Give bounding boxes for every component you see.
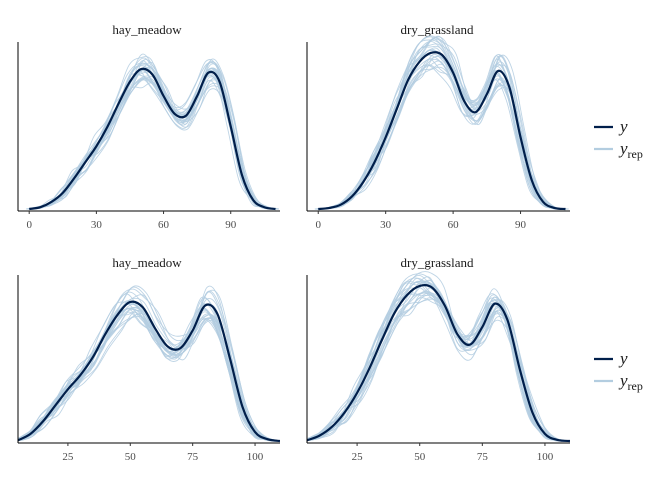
- legend: y yrep: [594, 117, 643, 161]
- y-line: [18, 300, 280, 443]
- legend-label-y-rep: yrep: [618, 371, 643, 393]
- legend-label-y-rep: yrep: [618, 139, 643, 161]
- yrep-line: [20, 285, 280, 442]
- x-tick-label: 100: [247, 451, 264, 463]
- y-line: [29, 67, 276, 211]
- panel-bottom-right: dry_grassland 25 50 75 100: [306, 255, 570, 463]
- yrep-line: [18, 293, 277, 442]
- x-tick-label: 30: [380, 219, 392, 231]
- plot-area: [18, 285, 280, 443]
- facet-title: dry_grassland: [401, 22, 474, 37]
- x-tick-label: 75: [477, 451, 489, 463]
- yrep-line: [318, 66, 567, 210]
- x-tick-label: 25: [62, 451, 74, 463]
- legend-label-y: y: [618, 349, 628, 368]
- x-tick-label: 60: [158, 219, 170, 231]
- x-tick-label: 0: [315, 219, 321, 231]
- yrep-line: [18, 302, 278, 442]
- legend: y yrep: [594, 349, 643, 393]
- yrep-line: [315, 58, 564, 210]
- x-tick-label: 50: [414, 451, 426, 463]
- x-tick-label: 50: [125, 451, 137, 463]
- yrep-line: [30, 53, 277, 210]
- panel-top-right: dry_grassland 0 30 60 90: [306, 22, 570, 231]
- plot-area: [314, 35, 569, 211]
- x-tick-label: 90: [515, 219, 527, 231]
- yrep-line: [316, 39, 565, 210]
- yrep-line: [314, 47, 563, 210]
- x-tick-label: 75: [187, 451, 199, 463]
- yrep-line: [25, 69, 273, 210]
- yrep-line: [316, 49, 564, 210]
- facet-title: hay_meadow: [112, 22, 182, 37]
- y-line: [307, 283, 570, 443]
- x-tick-label: 60: [448, 219, 460, 231]
- x-tick-label: 0: [26, 219, 32, 231]
- facet-title: hay_meadow: [112, 255, 182, 270]
- panel-top-left: hay_meadow 0 30 60 90: [17, 22, 280, 231]
- panel-bottom-left: hay_meadow 25 50 75 100: [17, 255, 280, 463]
- yrep-line: [317, 60, 565, 210]
- plot-area: [25, 53, 279, 211]
- x-tick-label: 25: [352, 451, 364, 463]
- legend-label-y: y: [618, 117, 628, 136]
- x-tick-label: 100: [537, 451, 554, 463]
- y-line: [318, 51, 566, 211]
- yrep-line: [18, 308, 279, 442]
- yrep-line: [315, 64, 563, 210]
- facet-title: dry_grassland: [401, 255, 474, 270]
- plot-area: [307, 271, 570, 443]
- x-tick-label: 90: [225, 219, 237, 231]
- x-tick-label: 30: [91, 219, 103, 231]
